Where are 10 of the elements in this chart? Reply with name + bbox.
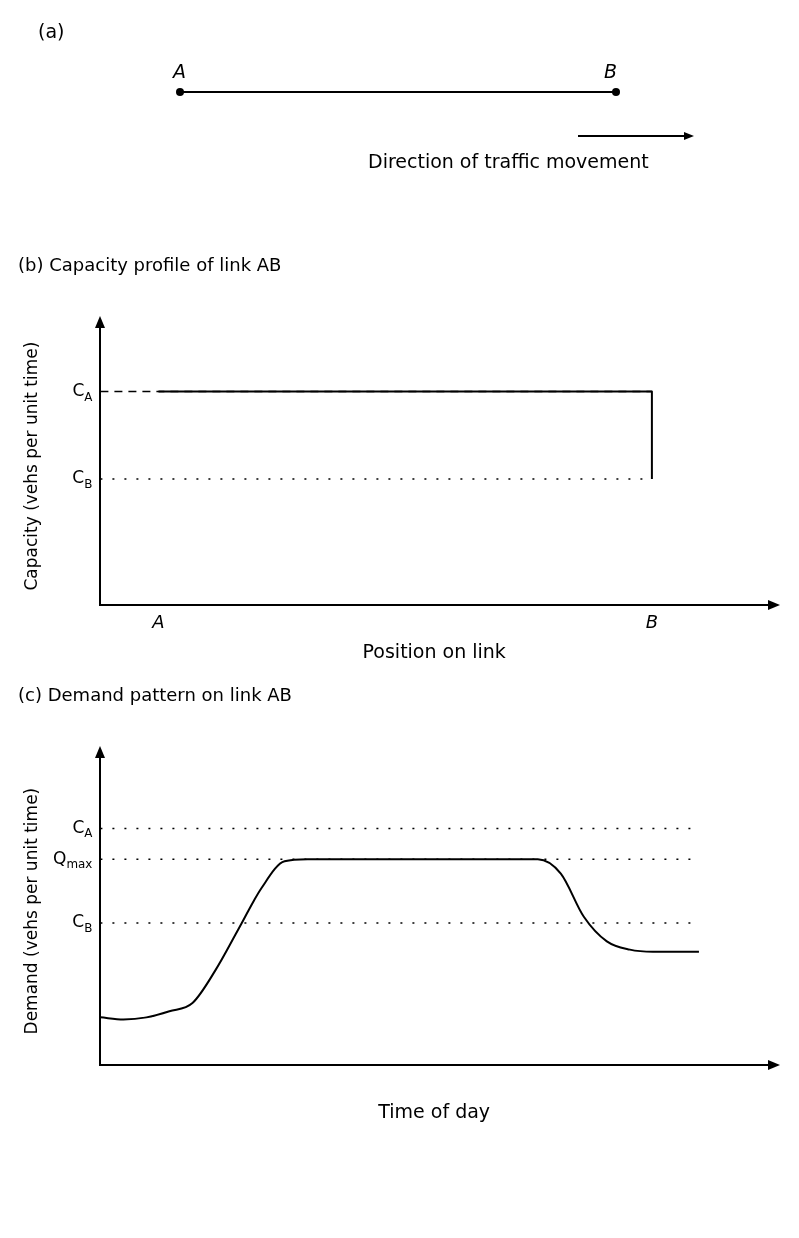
y-axis-title: Capacity (vehs per unit time): [20, 341, 41, 591]
x-axis-title: Time of day: [377, 1099, 491, 1122]
y-axis-title: Demand (vehs per unit time): [20, 787, 41, 1035]
chart-title: (b) Capacity profile of link AB: [18, 254, 282, 276]
text: B: [604, 60, 618, 82]
x-axis-title: Position on link: [362, 639, 506, 662]
text: Direction of traffic movement: [368, 150, 649, 172]
chart-title: (c) Demand pattern on link AB: [18, 684, 292, 706]
text: A: [173, 60, 186, 82]
text: (a): [38, 20, 65, 42]
